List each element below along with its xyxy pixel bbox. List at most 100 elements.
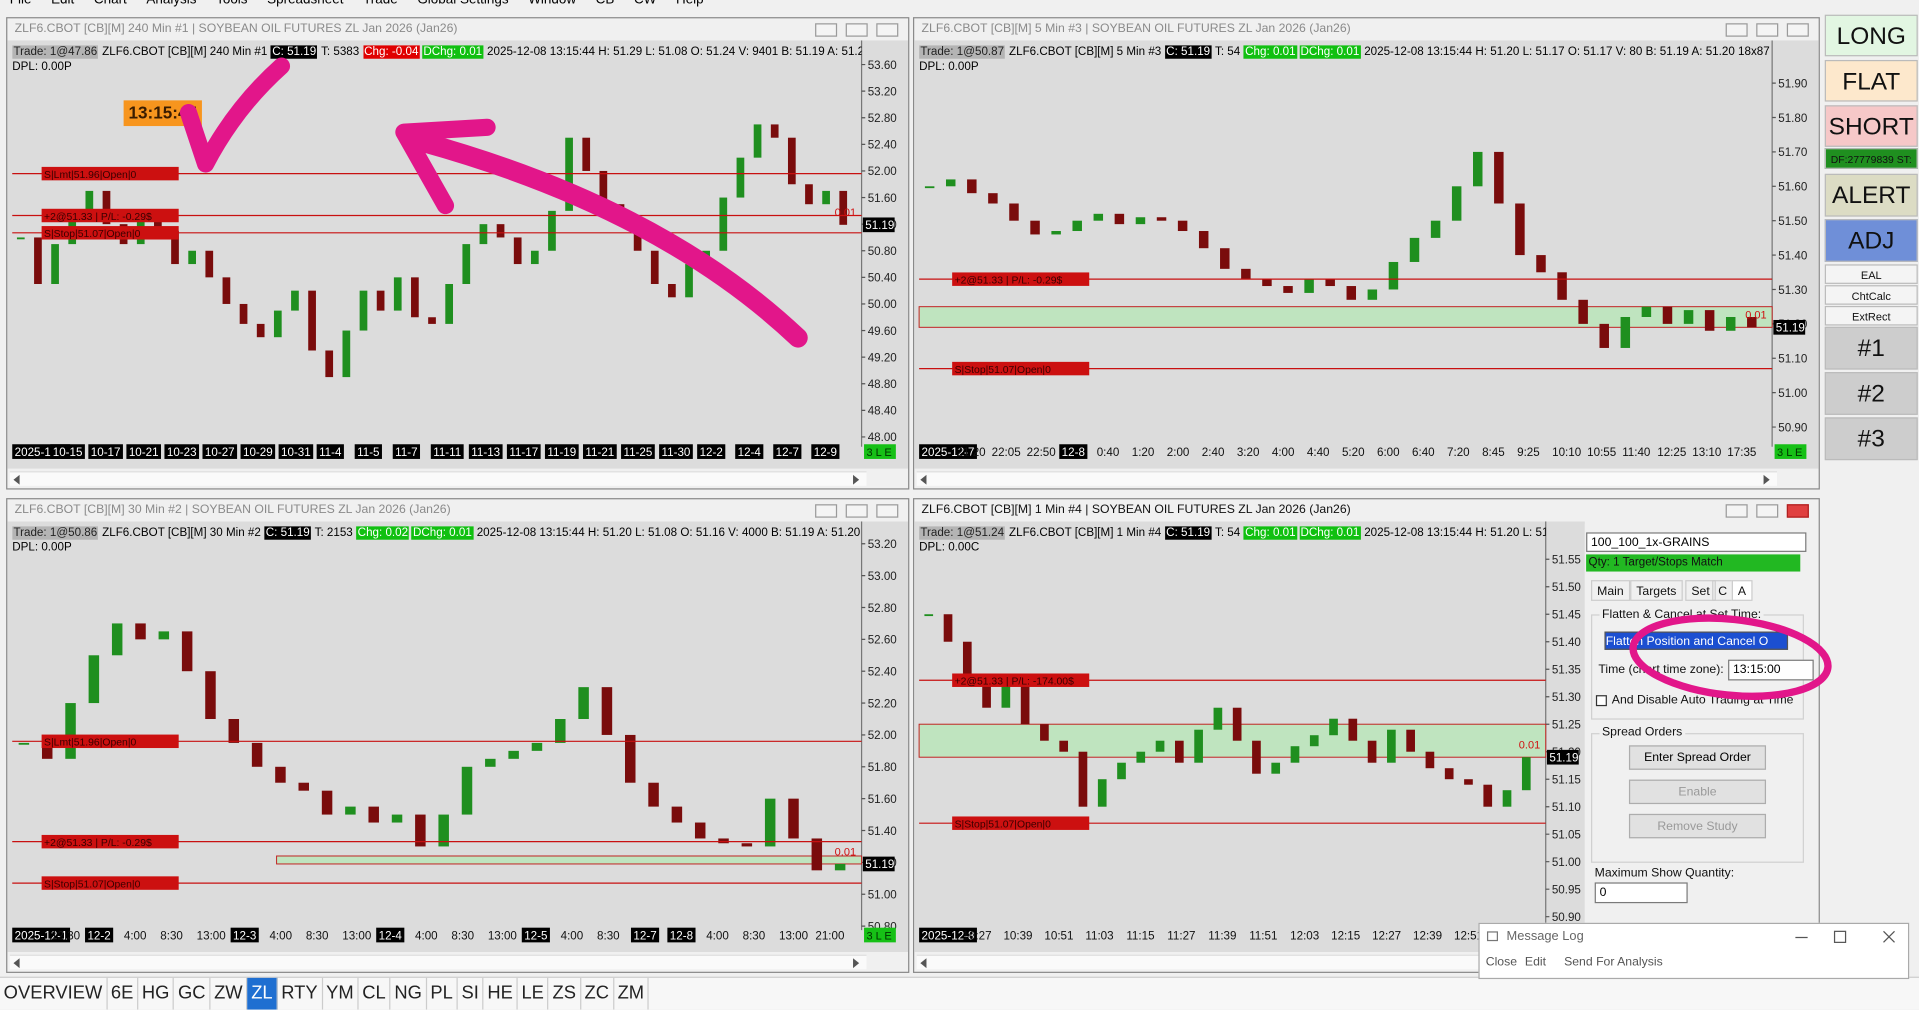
order-label: S|Stop|51.07|Open|0: [955, 365, 1052, 376]
max-input[interactable]: 0: [1594, 882, 1688, 904]
order-zone: [276, 855, 863, 865]
symbol-tab[interactable]: RTY: [278, 977, 323, 1010]
x-tick-label: 8:30: [160, 929, 183, 942]
disable-label: And Disable Auto Trading at Time: [1611, 693, 1794, 708]
window-button[interactable]: [845, 23, 868, 37]
scroll-right[interactable]: [853, 958, 860, 969]
symbol-tab[interactable]: YM: [323, 977, 359, 1010]
x-label-bg: [919, 927, 977, 943]
panel-tab[interactable]: Targets: [1630, 580, 1683, 601]
symbol-tab[interactable]: CL: [359, 977, 391, 1010]
window-button[interactable]: [1786, 23, 1809, 37]
side-button[interactable]: FLAT: [1824, 59, 1918, 102]
symbol-tab[interactable]: 6E: [107, 977, 139, 1010]
scroll-left[interactable]: [13, 474, 20, 485]
window-button[interactable]: [1725, 504, 1748, 518]
panel-tab[interactable]: Main: [1591, 580, 1630, 601]
side-button[interactable]: ALERT: [1824, 173, 1918, 217]
symbol-tab[interactable]: ZS: [549, 977, 581, 1010]
disable-checkbox[interactable]: [1595, 695, 1607, 707]
side-button[interactable]: #1: [1824, 326, 1918, 370]
panel-button[interactable]: Enter Spread Order: [1628, 745, 1767, 770]
message-log-menu[interactable]: Edit: [1524, 955, 1547, 970]
x-tick-label: 5:20: [1342, 446, 1365, 459]
time-input[interactable]: 13:15:00: [1728, 659, 1814, 681]
side-button[interactable]: LONG: [1824, 14, 1918, 57]
order-label-bg: [952, 816, 1090, 830]
symbol-tab[interactable]: PL: [427, 977, 458, 1010]
message-log-menu[interactable]: Close: [1485, 955, 1518, 970]
account-select[interactable]: 100_100_1x-GRAINS: [1586, 532, 1807, 552]
window-button[interactable]: [1756, 23, 1779, 37]
symbol-tab[interactable]: ZM: [614, 977, 650, 1010]
price-bar: [741, 843, 753, 847]
symbol-tab[interactable]: ZC: [581, 977, 614, 1010]
menu-item[interactable]: Trade: [363, 0, 398, 8]
time-annotation: 13:15:45: [123, 100, 202, 127]
window-button[interactable]: [1725, 23, 1748, 37]
window-button[interactable]: [876, 504, 899, 518]
symbol-tab[interactable]: SI: [458, 977, 484, 1010]
window-button[interactable]: [815, 23, 838, 37]
x-label-bg: [202, 444, 238, 459]
menu-item[interactable]: CW: [633, 0, 657, 8]
symbol-tab[interactable]: ZL: [247, 977, 278, 1010]
window-button[interactable]: [815, 504, 838, 518]
symbol-tab[interactable]: LE: [518, 977, 549, 1010]
side-button[interactable]: #2: [1824, 372, 1918, 415]
menu-item[interactable]: Global Settings: [417, 0, 509, 8]
panel-tab[interactable]: C: [1712, 580, 1734, 601]
flatten-select[interactable]: Flatten Position and Cancel O: [1604, 631, 1789, 650]
price-bar: [1367, 740, 1377, 763]
side-button[interactable]: DF:27779839 ST:: [1824, 148, 1918, 169]
y-tick-label: 51.30: [1778, 284, 1807, 297]
message-log-menu[interactable]: Send For Analysis: [1564, 955, 1663, 970]
symbol-tab[interactable]: NG: [391, 977, 427, 1010]
menu-item[interactable]: Analysis: [146, 0, 197, 8]
window-button[interactable]: [1786, 504, 1809, 518]
panel-button[interactable]: Enable: [1628, 779, 1767, 805]
menu-item[interactable]: Chart: [93, 0, 127, 8]
side-button[interactable]: SHORT: [1824, 105, 1918, 147]
symbol-tab[interactable]: OVERVIEW: [0, 977, 108, 1010]
x-label-bg: [735, 444, 764, 459]
panel-button[interactable]: Remove Study: [1628, 813, 1767, 839]
symbol-tab[interactable]: ZW: [210, 977, 248, 1010]
side-button[interactable]: ChtCalc: [1824, 285, 1918, 305]
scroll-right[interactable]: [853, 474, 860, 485]
info-stats: 2025-12-08 13:15:44 H: 51.20 L: 51.08 O:…: [476, 526, 862, 540]
side-button[interactable]: #3: [1824, 417, 1918, 461]
window-button[interactable]: [845, 504, 868, 518]
menu-item[interactable]: CB: [595, 0, 615, 8]
side-button[interactable]: ADJ: [1824, 219, 1918, 262]
scroll-left[interactable]: [920, 474, 927, 485]
order-label-bg: [952, 673, 1090, 687]
x-label-bg: [1059, 444, 1088, 459]
scroll-left[interactable]: [920, 958, 927, 969]
scroll-left[interactable]: [13, 958, 20, 969]
x-label-bg: [697, 444, 726, 459]
scroll-right[interactable]: [1763, 474, 1770, 485]
menu-item[interactable]: File: [9, 0, 32, 8]
window-button[interactable]: [1756, 504, 1779, 518]
side-button[interactable]: EAL: [1824, 264, 1918, 284]
menu-item[interactable]: Spreadsheet: [267, 0, 344, 8]
side-button[interactable]: ExtRect: [1824, 305, 1918, 326]
menu-item[interactable]: Edit: [51, 0, 75, 8]
price-bar: [1406, 729, 1415, 752]
menu-item[interactable]: Window: [528, 0, 577, 8]
x-tick-label: 12-8: [1062, 446, 1085, 459]
menu-item[interactable]: Tools: [216, 0, 248, 8]
menu-item[interactable]: Help: [675, 0, 704, 8]
x-tick-label: 10:55: [1587, 446, 1616, 459]
x-label-bg: [354, 444, 382, 459]
symbol-tab[interactable]: GC: [174, 977, 211, 1010]
window-title: ZLF6.CBOT [CB][M] 5 Min #3 | SOYBEAN OIL…: [921, 22, 1351, 36]
panel-tab[interactable]: A: [1731, 580, 1753, 601]
symbol-tab[interactable]: HE: [484, 977, 518, 1010]
symbol-tab[interactable]: HG: [138, 977, 175, 1010]
panel-tab[interactable]: Set: [1685, 580, 1716, 601]
window-button[interactable]: [876, 23, 899, 37]
order-label: +2@51.33 | P/L: -0.29$: [955, 275, 1063, 286]
y-tick-label: 53.00: [868, 570, 897, 583]
